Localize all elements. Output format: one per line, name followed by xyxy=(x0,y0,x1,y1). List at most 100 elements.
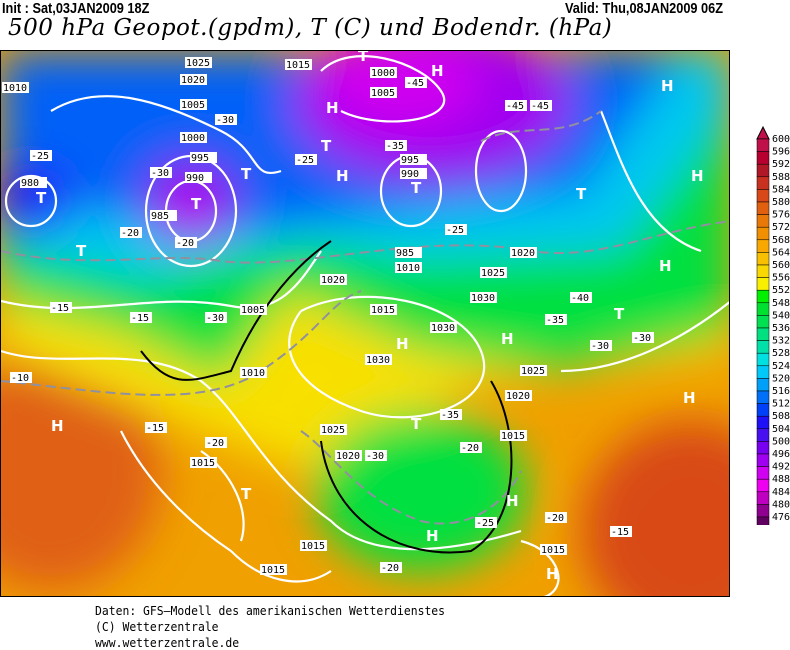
isobar-label: 1000 xyxy=(180,132,207,144)
high-pressure-marker: H xyxy=(683,389,696,407)
isobar-label: 1020 xyxy=(180,74,207,86)
legend-label: 488 xyxy=(772,474,790,485)
isobar-label: 1015 xyxy=(260,564,287,576)
temperature-label: -20 xyxy=(175,237,197,249)
legend-band xyxy=(756,214,770,228)
legend-band xyxy=(756,378,770,392)
legend-band xyxy=(756,277,770,291)
svg-text:1020: 1020 xyxy=(181,75,205,86)
isobar-label: 995 xyxy=(400,154,427,166)
svg-text:-30: -30 xyxy=(216,115,234,126)
legend-label: 496 xyxy=(772,449,790,460)
temperature-label: -40 xyxy=(570,292,592,304)
isobar-label: 1025 xyxy=(185,57,212,69)
isobar-label: 1020 xyxy=(335,450,362,462)
svg-text:-20: -20 xyxy=(121,228,139,239)
legend-label: 576 xyxy=(772,210,790,221)
isobar-label: 1015 xyxy=(190,457,217,469)
552-contour xyxy=(140,240,332,381)
temperature-label: -20 xyxy=(380,562,402,574)
high-pressure-marker: H xyxy=(396,335,409,353)
svg-text:985: 985 xyxy=(151,211,169,222)
svg-text:-20: -20 xyxy=(206,438,224,449)
isobar-label: 1025 xyxy=(520,365,547,377)
weather-map: H H H H H H H H H H H H H T T T T T T T T T T T 1025 1020 1015 1010… xyxy=(0,50,730,597)
legend-band xyxy=(756,327,770,341)
legend-label: 512 xyxy=(772,399,790,410)
isobar-label: 1025 xyxy=(480,267,507,279)
isobar-label: 995 xyxy=(190,152,217,164)
legend-band xyxy=(756,415,770,430)
svg-text:-20: -20 xyxy=(381,563,399,574)
temperature-label: -25 xyxy=(295,154,317,166)
svg-text:-30: -30 xyxy=(206,313,224,324)
legend-band xyxy=(756,365,770,379)
legend-band xyxy=(756,390,770,404)
legend-label: 520 xyxy=(772,373,790,384)
legend-band xyxy=(756,151,770,165)
svg-text:990: 990 xyxy=(186,173,204,184)
legend-label: 540 xyxy=(772,310,790,321)
svg-text:1010: 1010 xyxy=(3,83,27,94)
high-pressure-marker: H xyxy=(546,565,559,583)
isobar-label: 1015 xyxy=(285,59,312,71)
svg-text:1010: 1010 xyxy=(241,368,265,379)
isobar-label: 985 xyxy=(395,247,422,259)
temperature-label: -25 xyxy=(30,150,52,162)
svg-text:-30: -30 xyxy=(633,333,651,344)
svg-text:1005: 1005 xyxy=(371,88,395,99)
svg-text:-20: -20 xyxy=(176,238,194,249)
temperature-label: -10 xyxy=(10,372,32,384)
temperature-isotherms xyxy=(1,110,729,525)
legend-label: 588 xyxy=(772,172,790,183)
svg-text:1025: 1025 xyxy=(321,425,345,436)
isobar-label: 1010 xyxy=(395,262,422,274)
legend-band xyxy=(756,189,770,203)
legend-band xyxy=(756,201,770,215)
legend-band xyxy=(756,516,770,530)
svg-text:-20: -20 xyxy=(461,443,479,454)
svg-text:1030: 1030 xyxy=(431,323,455,334)
svg-text:-15: -15 xyxy=(611,527,629,538)
footer-website: www.wetterzentrale.de xyxy=(95,636,240,650)
legend-band xyxy=(756,428,770,442)
svg-text:995: 995 xyxy=(401,155,419,166)
low-pressure-marker: T xyxy=(614,305,625,323)
low-pressure-marker: T xyxy=(411,179,422,197)
svg-text:-15: -15 xyxy=(146,423,164,434)
isobar-label: 990 xyxy=(400,168,427,180)
isobar-label: 1010 xyxy=(2,82,29,94)
svg-text:-35: -35 xyxy=(546,315,564,326)
svg-text:990: 990 xyxy=(401,169,419,180)
high-pressure-marker: H xyxy=(51,417,64,435)
init-time: Init : Sat,03JAN2009 18Z xyxy=(2,0,150,17)
temperature-label: -30 xyxy=(205,312,227,324)
high-pressure-marker: H xyxy=(691,167,704,185)
legend-label: 536 xyxy=(772,323,790,334)
legend-band xyxy=(756,176,770,190)
isobar-label: 1020 xyxy=(505,390,532,402)
svg-text:-30: -30 xyxy=(591,341,609,352)
high-pressure-marker: H xyxy=(659,257,672,275)
isobar-label: 1005 xyxy=(240,304,267,316)
temperature-label: -45 xyxy=(530,100,552,112)
low-pressure-marker: T xyxy=(321,137,332,155)
svg-text:1015: 1015 xyxy=(301,541,325,552)
temperature-label: -20 xyxy=(545,512,567,524)
svg-text:1020: 1020 xyxy=(321,275,345,286)
svg-text:-25: -25 xyxy=(296,155,314,166)
svg-text:1020: 1020 xyxy=(506,391,530,402)
legend-band xyxy=(756,163,770,178)
temperature-label: -30 xyxy=(590,340,612,352)
svg-text:1000: 1000 xyxy=(181,133,205,144)
legend-band xyxy=(756,403,770,417)
isobar-label: 1015 xyxy=(500,430,527,442)
low-pressure-marker: T xyxy=(191,195,202,213)
svg-text:1010: 1010 xyxy=(396,263,420,274)
low-pressure-marker: T xyxy=(241,485,252,503)
legend-label: 560 xyxy=(772,260,790,271)
temperature-label: -35 xyxy=(385,140,407,152)
color-legend: 600 596 592 588 584 580 576 572 568 564 560 556 552 5… xyxy=(755,125,790,543)
legend-label: 552 xyxy=(772,285,790,296)
legend-band xyxy=(756,466,770,480)
